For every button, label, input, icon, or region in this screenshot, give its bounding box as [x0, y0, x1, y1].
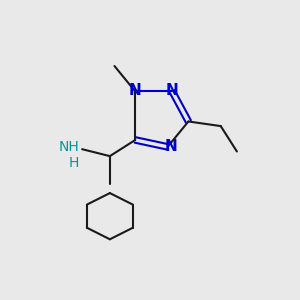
- Text: N: N: [129, 83, 142, 98]
- Text: N: N: [165, 140, 178, 154]
- Text: N: N: [166, 83, 178, 98]
- Text: H: H: [68, 156, 79, 170]
- Text: NH: NH: [59, 140, 80, 154]
